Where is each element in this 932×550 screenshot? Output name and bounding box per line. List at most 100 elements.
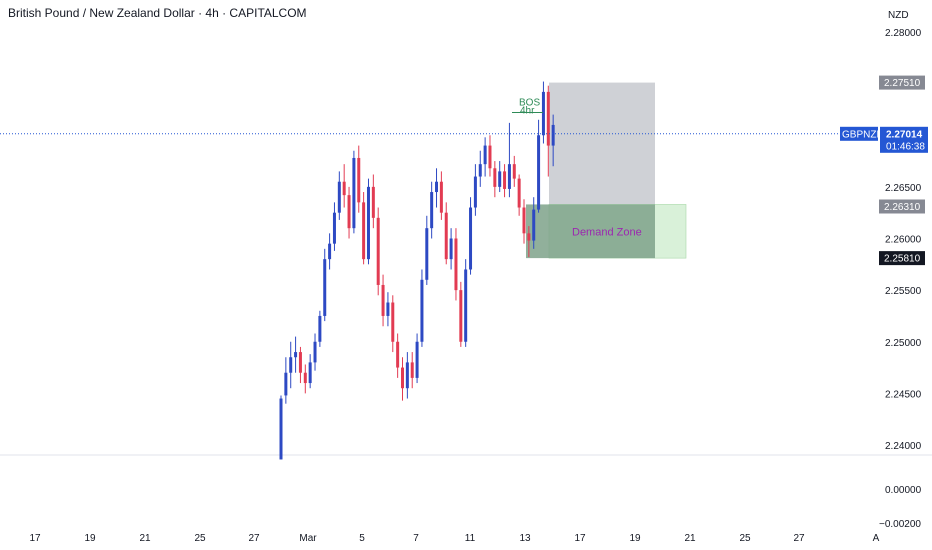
currency-label: NZD xyxy=(888,10,909,21)
candle-body xyxy=(454,238,458,291)
candle-body xyxy=(532,209,536,241)
candle-body xyxy=(294,352,298,358)
candle-body xyxy=(371,186,375,218)
price-tag-label: 2.26310 xyxy=(884,202,921,213)
candle-body xyxy=(415,341,419,378)
countdown-timer: 01:46:38 xyxy=(886,141,925,152)
bos-label: BOS xyxy=(519,98,540,109)
y-tick-label: 2.28000 xyxy=(885,28,922,39)
candle-body xyxy=(410,362,414,378)
x-tick-label: 21 xyxy=(139,533,151,544)
x-tick-label: 27 xyxy=(248,533,260,544)
candle-body xyxy=(517,178,521,208)
risk-box xyxy=(549,82,655,207)
x-tick-label: 25 xyxy=(194,533,206,544)
y-tick-label: 2.26000 xyxy=(885,235,922,246)
last-price-value: 2.27014 xyxy=(886,129,923,140)
price-tag-box xyxy=(879,251,925,266)
symbol-label: GBPNZD xyxy=(842,129,884,140)
candle-body xyxy=(464,269,468,342)
time-axis[interactable]: 17 19 21 25 27 Mar 5 7 11 13 17 19 21 25 27 A xyxy=(29,533,879,544)
bos-timeframe-label: 4hr xyxy=(520,106,535,117)
candle-body xyxy=(444,212,448,260)
candle-body xyxy=(391,302,395,342)
x-tick-label: Mar xyxy=(299,533,317,544)
candle-body xyxy=(352,157,356,229)
price-axis[interactable] xyxy=(878,0,932,550)
candle-body xyxy=(405,362,409,389)
candle-body xyxy=(449,238,453,260)
candle-body xyxy=(478,164,482,177)
x-tick-label: 5 xyxy=(359,533,365,544)
x-tick-label: 7 xyxy=(413,533,419,544)
candle-body xyxy=(328,243,332,260)
candle-body xyxy=(435,181,439,193)
last-price-badge xyxy=(880,126,928,153)
price-tag-label: 2.27510 xyxy=(884,78,921,89)
candle-body xyxy=(323,259,327,316)
candle-body xyxy=(332,212,336,244)
candle-body xyxy=(493,168,497,187)
candle-body xyxy=(376,217,380,285)
bos-annotation: BOS 4hr xyxy=(512,98,543,117)
candle-body xyxy=(512,164,516,179)
demand-zone-label: Demand Zone xyxy=(572,226,642,238)
candle-body xyxy=(313,341,317,363)
candle-body xyxy=(425,228,429,280)
candle-body xyxy=(337,181,341,213)
candle-body xyxy=(498,171,502,187)
x-tick-label: 19 xyxy=(84,533,96,544)
candle-body xyxy=(473,176,477,208)
candle-body xyxy=(527,233,531,241)
x-tick-label: 13 xyxy=(519,533,531,544)
candle-body xyxy=(522,207,526,234)
candle-body xyxy=(459,290,463,342)
lower-tick-label: −0.00200 xyxy=(879,519,921,530)
x-tick-label: 21 xyxy=(684,533,696,544)
candle-body xyxy=(396,341,400,368)
x-tick-label: 25 xyxy=(739,533,751,544)
candle-body xyxy=(401,367,404,389)
x-tick-label: 19 xyxy=(629,533,641,544)
symbol-badge xyxy=(840,126,878,141)
candle-body xyxy=(357,157,361,203)
candle-body xyxy=(488,145,492,169)
x-tick-label: 17 xyxy=(574,533,586,544)
chart-title: British Pound / New Zealand Dollar · 4h … xyxy=(8,6,307,20)
price-tags: 2.27510 2.26310 2.25810 xyxy=(879,75,925,266)
last-price-tag: GBPNZD 2.27014 01:46:38 xyxy=(840,126,928,153)
lower-pane-ticks: 0.00000 −0.00200 xyxy=(879,485,922,530)
candle-body xyxy=(386,302,390,316)
candle-body xyxy=(366,186,370,260)
demand-zone-overlap xyxy=(526,204,655,259)
candle-body xyxy=(537,135,541,210)
candle-body xyxy=(546,91,550,146)
y-tick-label: 2.26500 xyxy=(885,183,922,194)
candle-body xyxy=(362,202,366,260)
x-tick-label: 17 xyxy=(29,533,41,544)
x-tick-label: A xyxy=(873,533,880,544)
y-tick-label: 2.24500 xyxy=(885,389,922,400)
candle-body xyxy=(303,372,307,384)
candle-body xyxy=(439,181,443,213)
candle-body xyxy=(420,279,424,342)
candle-body xyxy=(298,352,302,373)
candle-body xyxy=(503,171,507,189)
candle-body xyxy=(541,91,545,136)
candle-body xyxy=(308,362,312,384)
price-tag-box xyxy=(879,199,925,214)
candle-body xyxy=(507,164,511,189)
zones xyxy=(526,82,687,259)
price-tag-box xyxy=(879,75,925,90)
candle-body xyxy=(342,181,346,196)
y-tick-label: 2.25500 xyxy=(885,286,922,297)
y-tick-label: 2.24000 xyxy=(885,441,922,452)
candle-body xyxy=(551,124,555,146)
x-tick-label: 27 xyxy=(793,533,805,544)
candle-body xyxy=(483,145,487,165)
candles xyxy=(279,81,555,460)
candle-body xyxy=(279,398,283,460)
candle-body xyxy=(381,284,385,316)
candle-body xyxy=(347,195,351,229)
